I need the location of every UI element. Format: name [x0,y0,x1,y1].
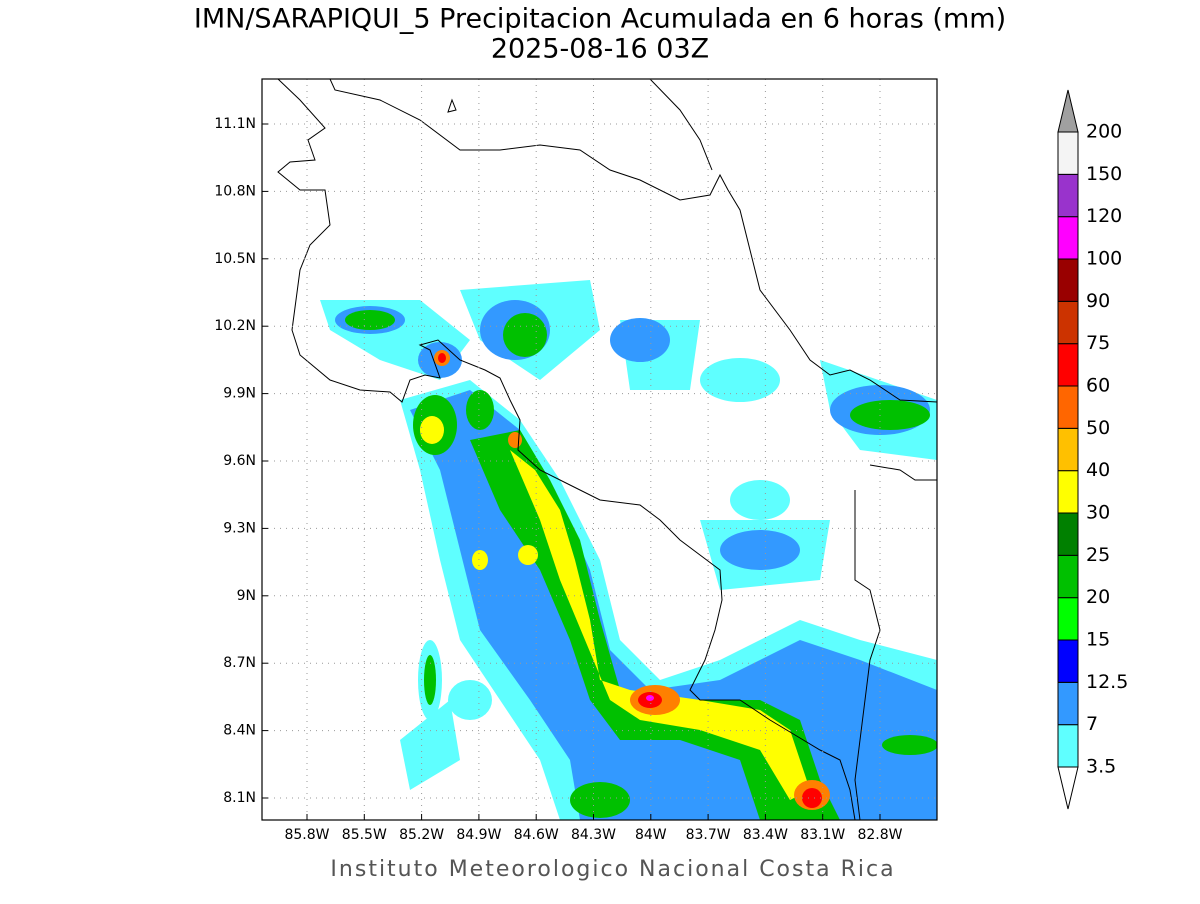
colorbar-label: 3.5 [1086,756,1116,778]
lon-label: 83.7W [686,827,731,843]
colorbar-segment [1057,724,1079,768]
colorbar-segment [1057,554,1079,599]
colorbar-label: 150 [1086,163,1122,185]
lat-label: 8.4N [223,723,256,739]
colorbar-label: 20 [1086,586,1110,608]
lat-label: 9N [237,588,256,604]
border [649,79,937,820]
graticule: 11.1N 10.8N 10.5N 10.2N 9.9N 9.6N 9.3N 9N 8.7N 8.… [214,79,937,843]
colorbar-label: 90 [1086,290,1110,312]
colorbar-segment [1057,216,1079,260]
precip-yellow [420,416,810,800]
lon-label: 85.2W [399,827,444,843]
colorbar-label: 50 [1086,417,1110,439]
colorbar-label: 200 [1086,121,1122,143]
colorbar: 3.5 7 12.5 15 20 25 30 40 50 60 75 90 100 120 150 200 [1057,89,1128,810]
colorbar-segment [1057,681,1079,726]
lat-label: 8.7N [223,655,256,671]
colorbar-label: 75 [1086,332,1110,354]
colorbar-segment [1057,512,1079,556]
title: IMN/SARAPIQUI_5 Precipitacion Acumulada … [194,4,1006,35]
colorbar-segment [1057,131,1079,175]
colorbar-segment [1057,597,1079,641]
lat-label: 9.9N [223,386,256,402]
colorbar-segment [1057,385,1079,429]
lon-label: 82.8W [857,827,902,843]
colorbar-label: 40 [1086,459,1110,481]
precip-field [277,79,937,820]
lon-label: 83.4W [743,827,788,843]
colorbar-over [1057,89,1079,133]
colorbar-label: 100 [1086,248,1122,270]
lat-label: 10.8N [214,183,256,199]
colorbar-under [1057,766,1079,810]
colorbar-segment [1057,173,1079,218]
lat-label: 11.1N [214,116,256,132]
lon-label: 84.6W [514,827,559,843]
lon-label: 84W [635,827,667,843]
colorbar-label: 7 [1086,713,1098,735]
coastline [277,79,856,820]
subtitle: 2025-08-16 03Z [491,34,709,65]
map-frame [261,78,938,821]
colorbar-segment [1057,639,1079,683]
colorbar-segment [1057,300,1079,345]
lon-label: 84.9W [456,827,501,843]
lat-label: 9.3N [223,520,256,536]
lon-label: 85.8W [284,827,329,843]
colorbar-label: 25 [1086,544,1110,566]
lat-label: 10.5N [214,251,256,267]
lon-label: 85.5W [342,827,387,843]
colorbar-segment [1057,427,1079,472]
precip-magenta [646,695,654,701]
colorbar-label: 120 [1086,205,1122,227]
colorbar-label: 60 [1086,375,1110,397]
colorbar-segment [1057,470,1079,514]
colorbar-segment [1057,258,1079,302]
island [447,98,457,113]
colorbar-label: 30 [1086,502,1110,524]
colorbar-label: 15 [1086,629,1110,651]
lon-label: 83.1W [800,827,845,843]
colorbar-label: 12.5 [1086,671,1128,693]
map-area: 11.1N 10.8N 10.5N 10.2N 9.9N 9.6N 9.3N 9N 8.7N 8.… [214,78,938,843]
lon-label: 84.3W [571,827,616,843]
footer: Instituto Meteorologico Nacional Costa R… [330,857,895,882]
lat-label: 8.1N [223,790,256,806]
lat-label: 10.2N [214,318,256,334]
lat-label: 9.6N [223,453,256,469]
coastline [329,79,937,403]
colorbar-segment [1057,343,1079,387]
